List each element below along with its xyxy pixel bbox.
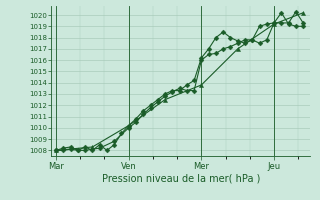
X-axis label: Pression niveau de la mer( hPa ): Pression niveau de la mer( hPa )	[102, 173, 260, 183]
